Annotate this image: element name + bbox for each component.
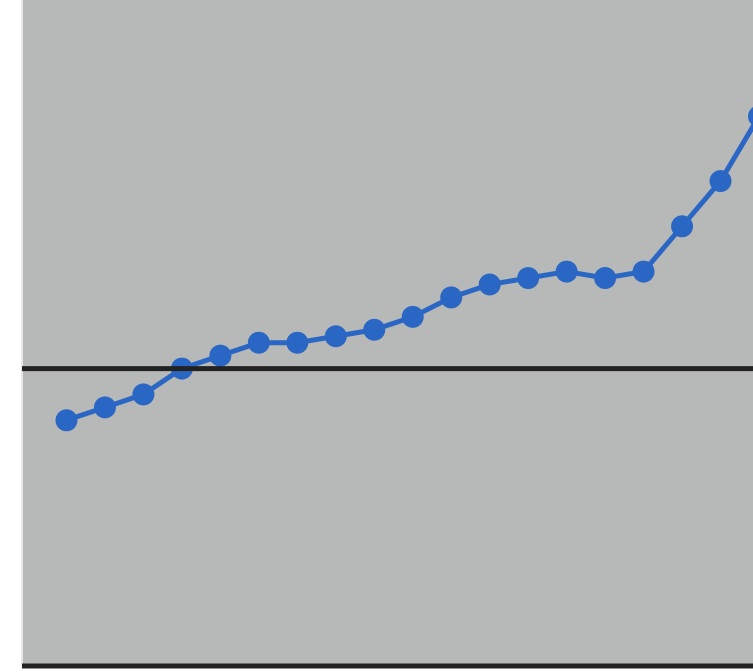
data-point-11 bbox=[440, 286, 463, 309]
data-point-8 bbox=[324, 325, 347, 348]
data-point-15 bbox=[594, 267, 617, 290]
data-point-1 bbox=[55, 409, 78, 432]
data-point-9 bbox=[363, 318, 386, 341]
data-point-2 bbox=[93, 396, 116, 419]
data-point-19 bbox=[748, 107, 753, 126]
data-point-6 bbox=[247, 331, 270, 354]
data-point-3 bbox=[132, 383, 155, 406]
data-point-13 bbox=[517, 267, 540, 290]
data-point-12 bbox=[478, 273, 501, 296]
data-point-16 bbox=[632, 260, 655, 283]
data-point-14 bbox=[555, 260, 578, 283]
data-point-5 bbox=[209, 344, 232, 367]
data-point-10 bbox=[401, 305, 424, 328]
data-point-7 bbox=[286, 331, 309, 354]
data-point-18 bbox=[709, 170, 732, 193]
data-point-17 bbox=[671, 215, 694, 238]
plot-background bbox=[22, 0, 753, 666]
